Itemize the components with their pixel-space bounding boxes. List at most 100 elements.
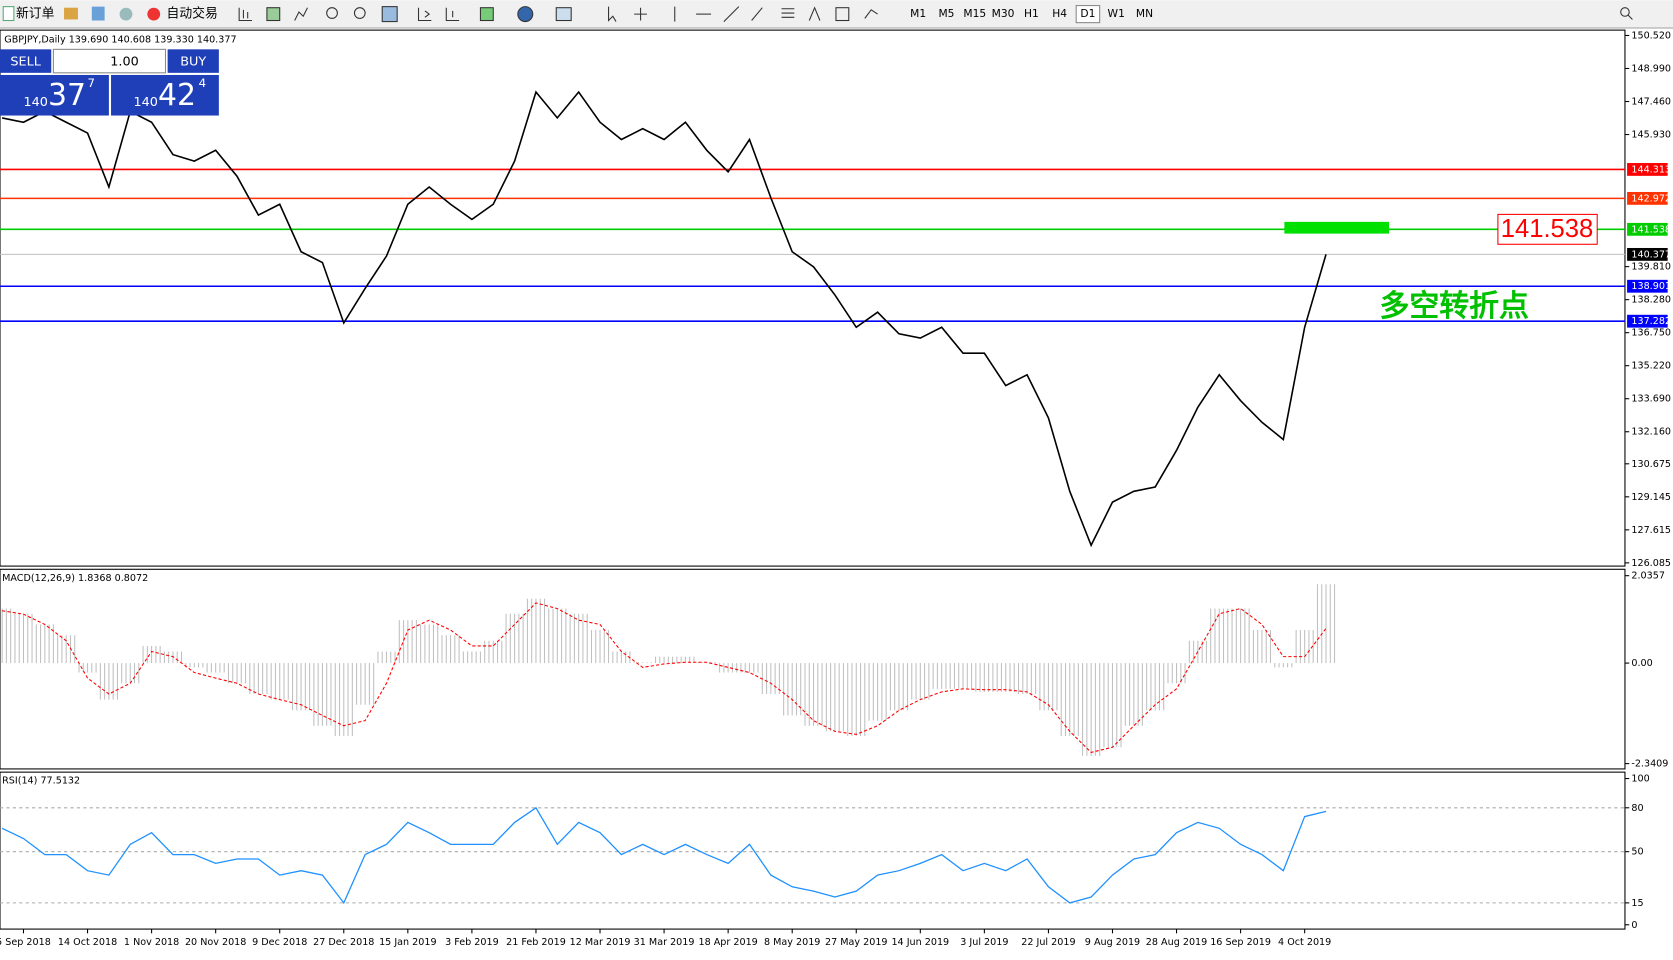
- x-tick-label: 3 Feb 2019: [445, 937, 499, 948]
- y-tick-label: 50: [1631, 847, 1643, 858]
- sell-point: 7: [88, 76, 95, 90]
- timeframe[interactable]: MN: [1136, 7, 1153, 20]
- rsi-title: RSI(14) 77.5132: [2, 776, 80, 787]
- icon[interactable]: [119, 7, 133, 21]
- timeframe[interactable]: D1: [1080, 7, 1095, 20]
- y-tick-label: 136.750: [1631, 328, 1671, 339]
- x-tick-label: 22 Jul 2019: [1021, 937, 1075, 948]
- icon[interactable]: [91, 6, 105, 21]
- x-tick-label: 9 Dec 2018: [252, 937, 307, 948]
- buy-point: 4: [199, 76, 206, 90]
- auto-trading[interactable]: 自动交易: [167, 6, 218, 22]
- y-tick-label: 129.145: [1631, 492, 1671, 503]
- y-tick-label: 80: [1631, 803, 1643, 814]
- x-tick-label: 1 Nov 2018: [124, 937, 179, 948]
- timeframe[interactable]: H4: [1052, 7, 1067, 20]
- buy-big: 140: [133, 95, 157, 110]
- y-tick-label: 139.810: [1631, 262, 1671, 273]
- timeframe-active: [1075, 5, 1101, 24]
- buy-price[interactable]: [111, 74, 219, 116]
- y-tick-label: 148.990: [1631, 63, 1671, 74]
- y-tick-label: 0.00: [1631, 658, 1652, 669]
- level-tag: [1627, 222, 1668, 236]
- x-tick-label: 16 Sep 2019: [1210, 937, 1271, 948]
- rsi-line: [1, 806, 1327, 905]
- x-tick-label: 3 Jul 2019: [960, 937, 1008, 948]
- timeframe[interactable]: H1: [1024, 7, 1039, 20]
- y-tick-label: 150.520: [1631, 30, 1671, 41]
- x-tick-label: 14 Jun 2019: [891, 937, 949, 948]
- x-tick-label: 27 May 2019: [825, 937, 888, 948]
- y-tick-label: 2.0357: [1631, 571, 1665, 582]
- callout: 141.538: [1501, 215, 1594, 243]
- timeframe[interactable]: M5: [938, 7, 954, 20]
- x-tick-label: 12 Mar 2019: [570, 937, 631, 948]
- last-price-tag: [1627, 247, 1668, 261]
- price-line: [1, 90, 1327, 548]
- level-tag: [1627, 279, 1668, 293]
- sell-pips: 37: [48, 78, 86, 113]
- y-tick-label: 147.460: [1631, 97, 1671, 108]
- level-label: 141.538: [1631, 224, 1671, 235]
- chart-header: GBPJPY,Daily 139.690 140.608 139.330 140…: [4, 35, 236, 46]
- y-tick-label: 15: [1631, 898, 1643, 909]
- y-tick-label: 138.280: [1631, 295, 1671, 306]
- sell-label[interactable]: SELL: [10, 55, 41, 70]
- level-tag: [1627, 314, 1668, 328]
- sell-price[interactable]: [0, 74, 109, 116]
- new-order[interactable]: 新订单: [16, 6, 55, 22]
- rsi-panel: [0, 771, 1626, 930]
- x-tick-label: 5 Sep 2018: [0, 937, 51, 948]
- y-tick-label: 135.220: [1631, 361, 1671, 372]
- x-tick-label: 15 Jan 2019: [379, 937, 437, 948]
- annotation: 多空转折点: [1379, 289, 1529, 324]
- lots[interactable]: 1.00: [110, 55, 139, 70]
- x-tick-label: 27 Dec 2018: [313, 937, 374, 948]
- timeframe[interactable]: M1: [910, 7, 926, 20]
- sell-button[interactable]: [0, 49, 52, 73]
- x-tick-label: 31 Mar 2019: [634, 937, 695, 948]
- sell-big: 140: [23, 95, 47, 110]
- buy-button[interactable]: [167, 49, 219, 73]
- y-tick-label: 100: [1631, 774, 1649, 785]
- new-order-icon[interactable]: [2, 6, 15, 22]
- y-tick-label: 127.615: [1631, 525, 1671, 536]
- x-tick-label: 4 Oct 2019: [1278, 937, 1331, 948]
- macd-panel: [0, 568, 1626, 770]
- y-tick-label: 145.930: [1631, 130, 1671, 141]
- lots-field[interactable]: [52, 48, 167, 74]
- y-tick-label: 130.675: [1631, 459, 1671, 470]
- buy-label[interactable]: BUY: [180, 55, 206, 70]
- level-label: 142.972: [1631, 193, 1671, 204]
- y-tick-label: 0: [1631, 920, 1637, 931]
- x-tick-label: 8 May 2019: [764, 937, 820, 948]
- y-tick-label: 132.160: [1631, 427, 1671, 438]
- x-tick-label: 28 Aug 2019: [1146, 937, 1207, 948]
- auto-trading-icon[interactable]: [147, 7, 161, 21]
- level-label: 137.282: [1631, 316, 1671, 327]
- x-tick-label: 21 Feb 2019: [506, 937, 566, 948]
- level-label: 138.901: [1631, 281, 1671, 292]
- level-label: 144.313: [1631, 164, 1671, 175]
- x-tick-label: 20 Nov 2018: [185, 937, 246, 948]
- timeframe[interactable]: W1: [1108, 7, 1125, 20]
- pivot-zone: [1284, 221, 1390, 234]
- icon[interactable]: [64, 7, 78, 20]
- macd-title: MACD(12,26,9) 1.8368 0.8072: [2, 573, 148, 584]
- y-tick-label: 133.690: [1631, 394, 1671, 405]
- y-tick-label: 126.085: [1631, 558, 1671, 569]
- timeframe[interactable]: M30: [992, 7, 1015, 20]
- x-tick-label: 9 Aug 2019: [1085, 937, 1140, 948]
- toolbar-icons[interactable]: [238, 6, 1633, 23]
- x-tick-label: 18 Apr 2019: [698, 937, 757, 948]
- timeframe[interactable]: M15: [963, 7, 986, 20]
- price-panel: [0, 29, 1626, 567]
- y-tick-label: -2.3409: [1631, 759, 1668, 770]
- callout-box: [1497, 213, 1598, 245]
- level-tag: [1627, 191, 1668, 205]
- last-price-label: 140.377: [1631, 249, 1671, 260]
- trade-panel: SELL 1.00 BUY 140 37 7 140 42 4: [0, 48, 219, 116]
- buy-pips: 42: [158, 78, 196, 113]
- signal-line: [2, 602, 1327, 753]
